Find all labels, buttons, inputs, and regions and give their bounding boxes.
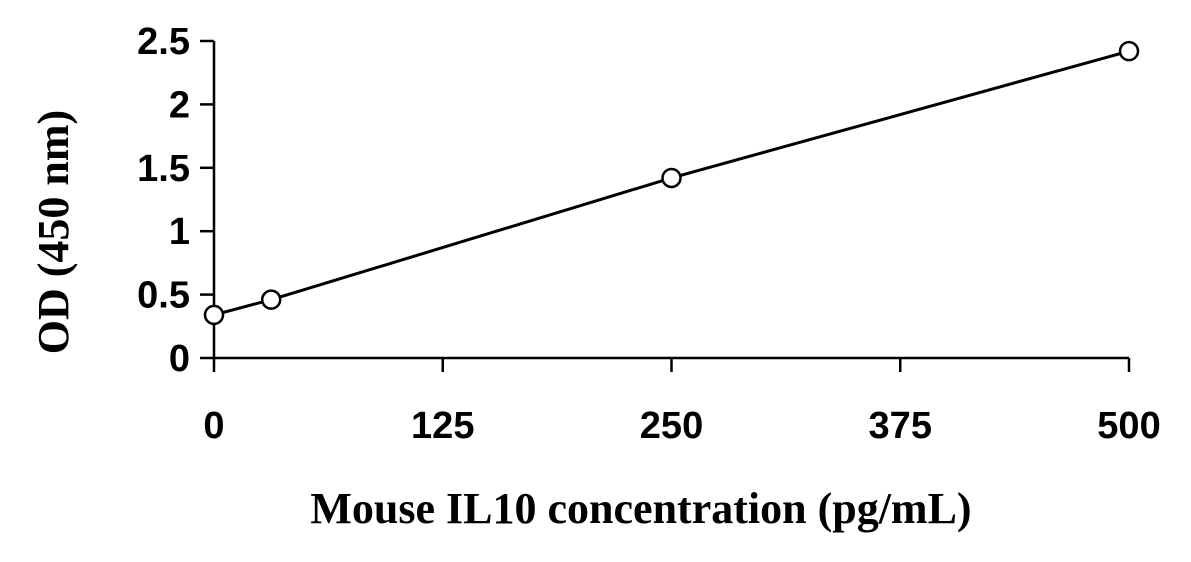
data-point xyxy=(203,304,225,326)
x-tick-label: 0 xyxy=(203,405,224,447)
y-tick-label: 2.5 xyxy=(137,21,190,63)
series-line xyxy=(213,49,1130,317)
y-tick-label: 1 xyxy=(169,211,190,253)
data-point xyxy=(1118,40,1140,62)
plot-area: 0 0.5 1 1.5 2 2.5 0 125 250 375 500 xyxy=(137,21,1161,447)
data-point xyxy=(260,289,282,310)
x-tick-label: 250 xyxy=(640,405,703,447)
x-tick-label: 500 xyxy=(1097,405,1160,447)
x-axis-title: Mouse IL10 concentration (pg/mL) xyxy=(310,484,971,533)
y-tick-label: 2 xyxy=(169,84,190,126)
y-tick-label: 0.5 xyxy=(137,275,190,317)
y-tick-label: 1.5 xyxy=(137,148,190,190)
data-point xyxy=(661,167,682,189)
y-tick-label: 0 xyxy=(169,338,190,380)
y-axis-title: OD (450 nm) xyxy=(29,110,78,354)
x-tick-label: 125 xyxy=(411,405,474,447)
x-tick-label: 375 xyxy=(869,405,932,447)
